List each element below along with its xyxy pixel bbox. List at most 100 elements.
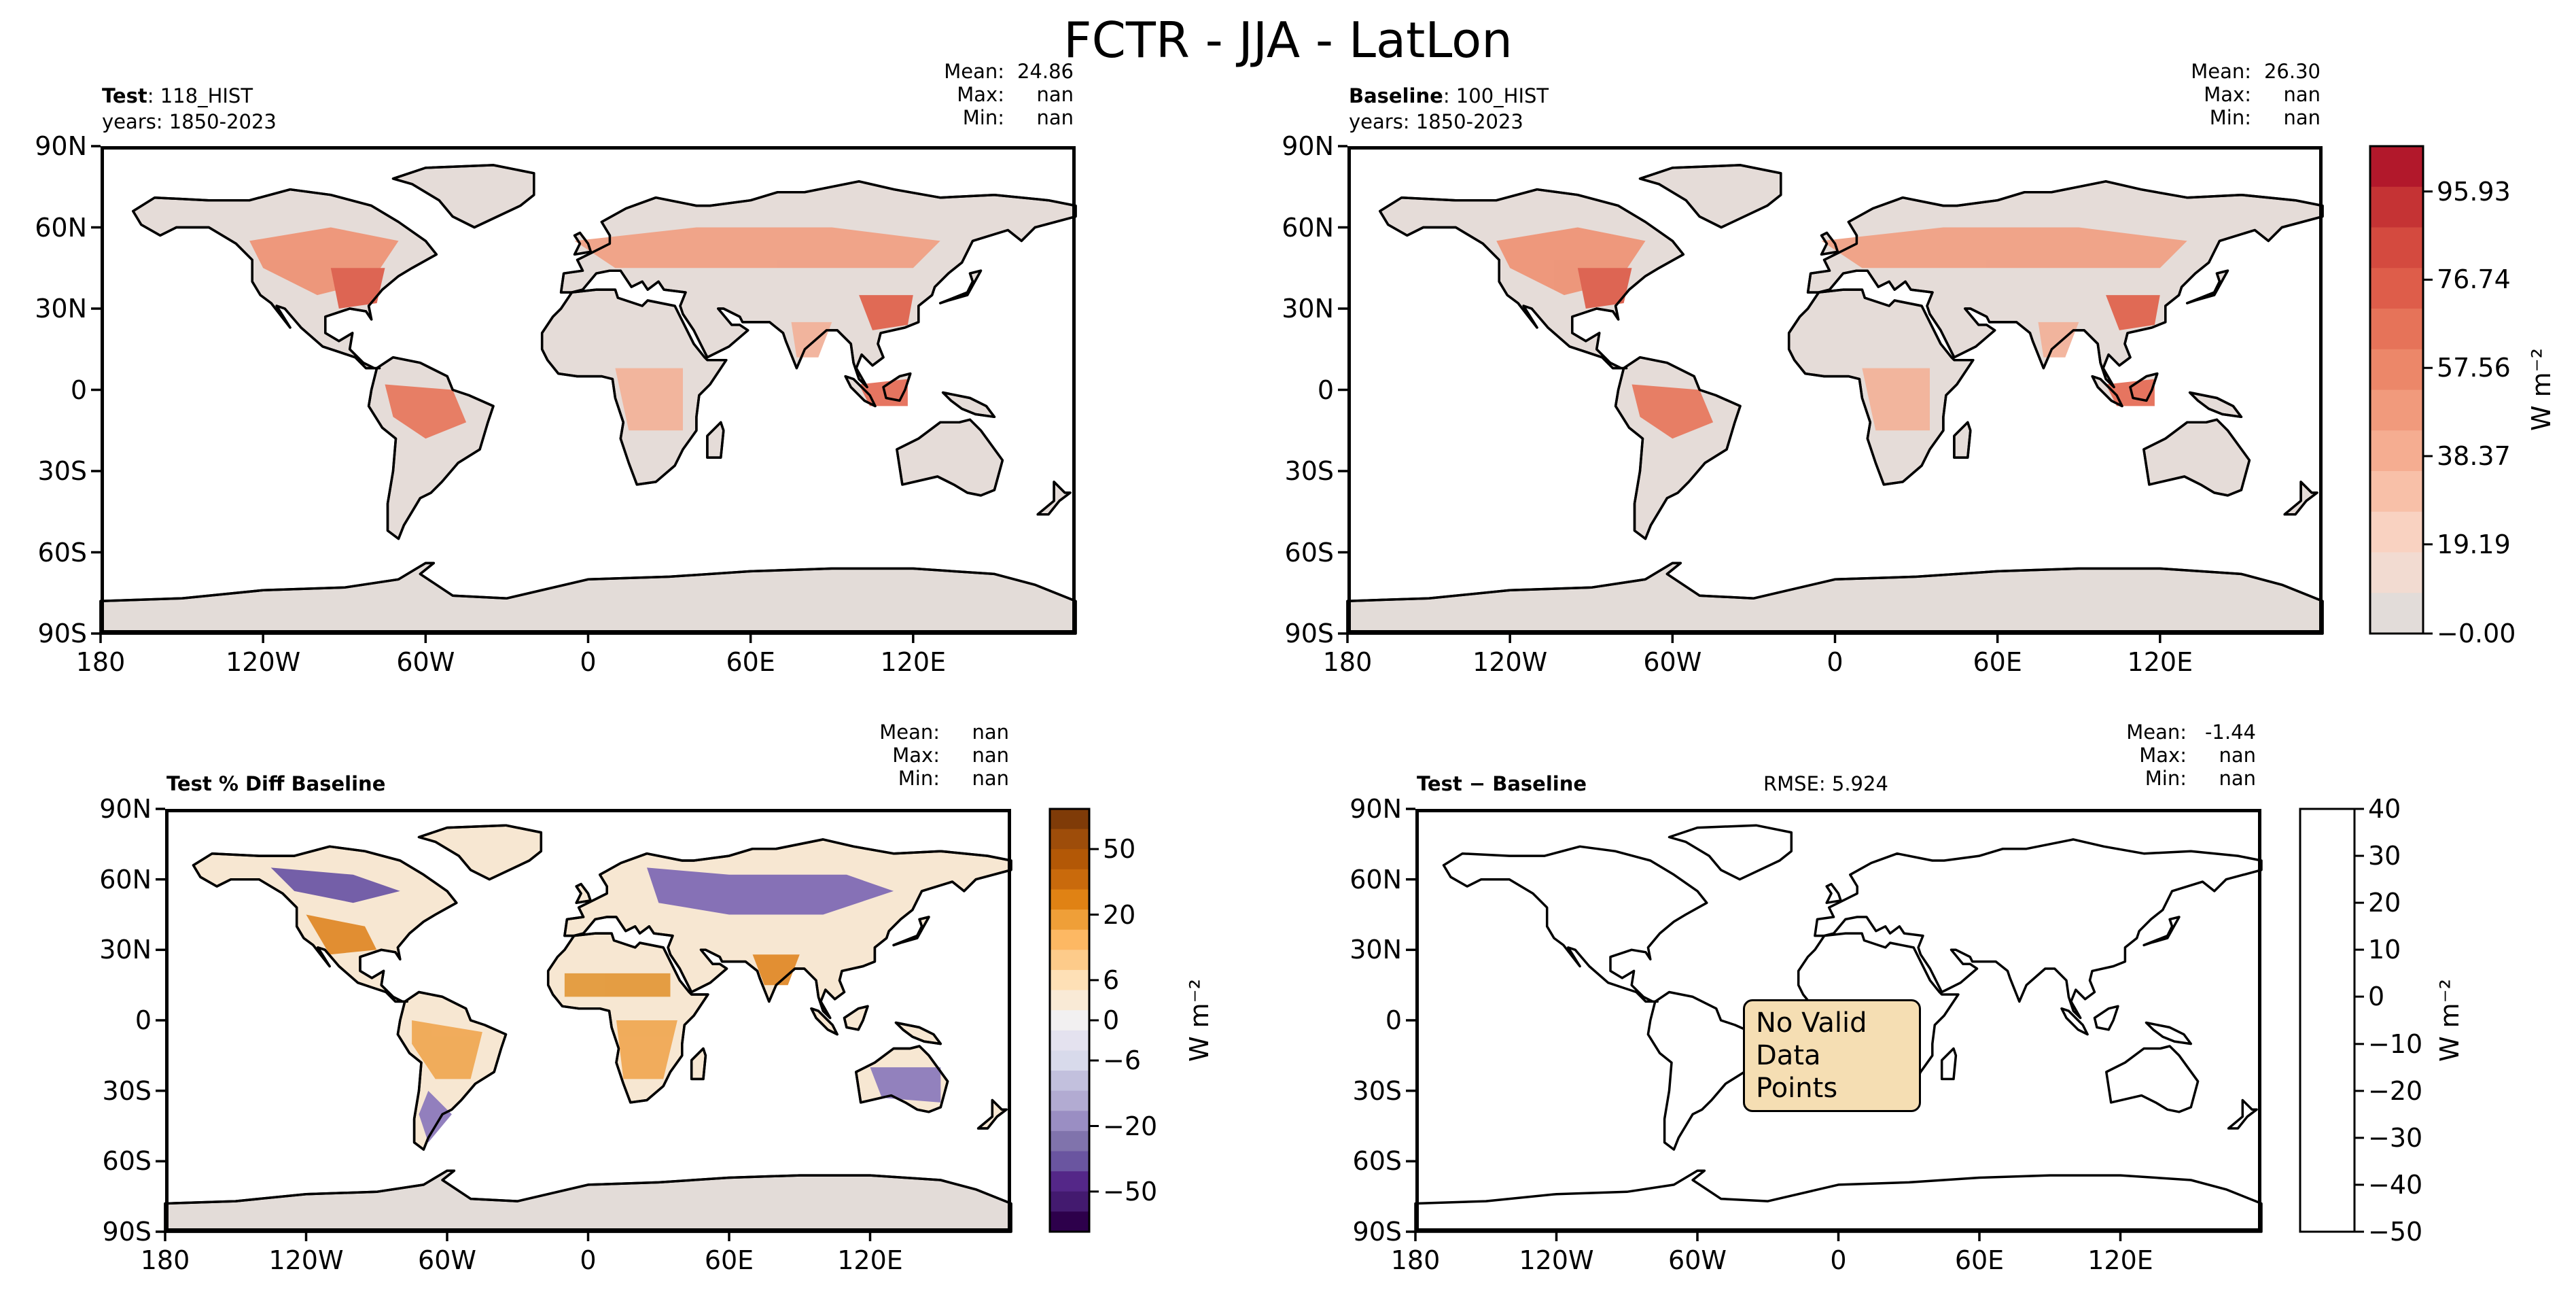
stat-value: nan xyxy=(1036,83,1074,106)
lat-tick-label: 30N xyxy=(1349,935,1402,965)
test-years: years: 1850-2023 xyxy=(102,110,277,133)
coastline-madagascar xyxy=(1953,421,1972,459)
diff-colorbar xyxy=(2299,808,2364,1233)
colorbar-swatch xyxy=(1050,1071,1089,1092)
continent-newzealand xyxy=(2227,1098,2258,1130)
colorbar-tick-label: −30 xyxy=(2368,1122,2423,1153)
continent-antarctica xyxy=(1414,1169,2263,1233)
stat-row: Max: nan xyxy=(2130,83,2321,106)
colorbar-tick-label: 19.19 xyxy=(2437,529,2511,559)
colorbar-tick-label: −20 xyxy=(1103,1111,1158,1141)
coastline-eurasia xyxy=(1806,180,2324,389)
baseline-stats: Mean: 26.30 Max: nan Min: nan xyxy=(2130,60,2321,129)
colorbar-swatch xyxy=(2370,430,2423,472)
colorbar-swatch xyxy=(2370,389,2423,431)
no-valid-data-annotation: No Valid Data Points xyxy=(1743,999,1921,1112)
coastline-greenland xyxy=(391,164,535,229)
coastline-africa xyxy=(546,932,709,1104)
coastline-newguinea xyxy=(941,391,996,419)
lon-tick-label: 120W xyxy=(226,647,301,677)
lon-tick-label: 120W xyxy=(1519,1245,1594,1275)
stat-value: nan xyxy=(1036,106,1074,129)
coastline-samerica xyxy=(396,990,508,1151)
field-patch xyxy=(859,295,913,330)
pctdiff-stats: Mean: nan Max: nan Min: nan xyxy=(819,721,1009,790)
lat-tick-label: 0 xyxy=(70,375,87,405)
lon-tick-label: 120E xyxy=(2087,1245,2153,1275)
lat-tick-label: 90S xyxy=(1284,619,1334,648)
colorbar-swatch xyxy=(1050,969,1089,991)
stat-row: Mean: 24.86 xyxy=(883,60,1074,83)
colorbar-swatch xyxy=(1050,1211,1089,1232)
coastline-samerica xyxy=(1614,356,1742,540)
diff-map-frame xyxy=(1415,809,2261,1232)
coastline-africa xyxy=(540,288,728,486)
colorbar-tick-label: 10 xyxy=(2368,935,2401,965)
colorbar-tick-label: 38.37 xyxy=(2437,441,2511,471)
stat-label: Min: xyxy=(2145,767,2187,790)
field-patch xyxy=(616,1020,677,1079)
coastline-africa xyxy=(1787,288,1975,486)
colorbar-swatch xyxy=(1050,829,1089,850)
stat-label: Mean: xyxy=(879,721,940,744)
coastline-borneo xyxy=(2129,372,2159,402)
coastline-newguinea xyxy=(894,1021,942,1045)
colorbar-tick-label: 95.93 xyxy=(2437,176,2511,207)
coastline-madagascar xyxy=(706,421,725,459)
pctdiff-map-frame xyxy=(165,809,1011,1232)
colorbar-tick-label: 0 xyxy=(2368,982,2385,1012)
lon-tick-label: 60E xyxy=(726,647,775,677)
lon-tick-label: 180 xyxy=(140,1245,190,1275)
stat-label: Max: xyxy=(957,83,1004,106)
stat-label: Mean: xyxy=(2126,721,2187,744)
lon-tick-label: 180 xyxy=(75,647,126,677)
baseline-panel-label: Baseline: 100_HIST xyxy=(1349,84,1549,108)
continent-australia xyxy=(2105,1045,2200,1113)
colorbar-tick-label: 20 xyxy=(1103,899,1136,930)
lon-tick-label: 120E xyxy=(880,647,947,677)
colorbar-tick-label: 76.74 xyxy=(2437,264,2511,295)
stat-label: Max: xyxy=(2139,744,2187,767)
lat-tick-label: 0 xyxy=(1317,375,1334,405)
lon-tick-label: 60W xyxy=(1643,647,1702,677)
lon-tick-label: 60E xyxy=(1973,647,2022,677)
stat-label: Mean: xyxy=(944,60,1004,83)
diff-map xyxy=(1406,808,2263,1241)
continent-samerica xyxy=(1646,990,1758,1151)
lat-tick-label: 90N xyxy=(99,794,152,824)
test-map xyxy=(91,145,1077,643)
colorbar-tick-label: −0.00 xyxy=(2437,619,2516,648)
stat-row: Min: nan xyxy=(883,106,1074,129)
coastline-newzealand xyxy=(2283,481,2318,516)
field-patch xyxy=(419,1090,452,1143)
colorbar-swatch xyxy=(1050,809,1089,830)
lon-tick-label: 60W xyxy=(396,647,455,677)
coastline-australia xyxy=(2142,418,2251,497)
coastline-namerica xyxy=(192,845,458,1003)
stat-row: Min: nan xyxy=(2130,106,2321,129)
pctdiff-map xyxy=(156,808,1012,1241)
field-patch xyxy=(270,867,400,903)
lon-tick-label: 120E xyxy=(837,1245,903,1275)
coastline-borneo xyxy=(843,1005,869,1031)
stat-value: nan xyxy=(2283,83,2321,106)
lat-tick-label: 30S xyxy=(1284,456,1334,486)
field-patch xyxy=(385,384,467,439)
colorbar-outline xyxy=(2299,808,2356,1233)
colorbar-tick-label: 0 xyxy=(1103,1005,1120,1035)
stat-row: Max: nan xyxy=(819,744,1009,767)
baseline-map xyxy=(1338,145,2324,643)
coastline-greenland xyxy=(417,824,543,881)
pct-colorbar xyxy=(1048,808,1099,1233)
coastline-australia xyxy=(896,418,1004,497)
lat-tick-label: 60S xyxy=(1352,1146,1402,1177)
colorbar-swatch xyxy=(1050,1171,1089,1192)
stat-label: Max: xyxy=(2204,83,2251,106)
diff-panel-label: Test − Baseline xyxy=(1417,772,1587,795)
stat-label: Min: xyxy=(898,767,940,790)
field-patch xyxy=(412,1020,482,1079)
lat-tick-label: 0 xyxy=(1385,1005,1402,1035)
lat-tick-label: 30N xyxy=(35,294,87,324)
abs-colorbar xyxy=(2369,145,2433,635)
lon-tick-label: 120W xyxy=(1472,647,1548,677)
